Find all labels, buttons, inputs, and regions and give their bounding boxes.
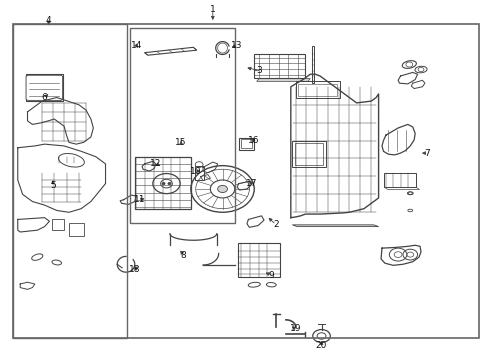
- Polygon shape: [311, 45, 314, 83]
- Text: 13: 13: [231, 41, 243, 50]
- Ellipse shape: [217, 43, 227, 53]
- Text: 4: 4: [45, 16, 51, 25]
- Text: 8: 8: [180, 251, 186, 260]
- Circle shape: [162, 183, 164, 185]
- Text: 16: 16: [247, 136, 259, 145]
- Text: 3: 3: [256, 66, 262, 75]
- Polygon shape: [144, 47, 196, 55]
- Text: 7: 7: [424, 149, 429, 158]
- Text: 18: 18: [129, 265, 140, 274]
- Bar: [292, 140, 326, 167]
- Bar: [254, 54, 305, 78]
- Text: 2: 2: [273, 220, 279, 229]
- Bar: [135, 157, 190, 209]
- Bar: [13, 24, 478, 338]
- Bar: [26, 74, 62, 101]
- Text: 5: 5: [50, 181, 56, 190]
- Text: 9: 9: [268, 270, 274, 279]
- Bar: [238, 243, 279, 277]
- Text: 6: 6: [41, 93, 47, 102]
- Polygon shape: [120, 195, 136, 204]
- Text: 11: 11: [134, 195, 145, 204]
- Text: 19: 19: [289, 324, 301, 333]
- Text: 1: 1: [209, 5, 215, 14]
- Text: 10: 10: [190, 167, 201, 176]
- Bar: [240, 139, 252, 148]
- Bar: [295, 81, 339, 98]
- Text: 15: 15: [175, 138, 186, 147]
- Bar: [194, 166, 203, 180]
- Polygon shape: [256, 78, 310, 81]
- Polygon shape: [292, 225, 378, 226]
- Text: 12: 12: [150, 159, 161, 168]
- Bar: [69, 223, 83, 235]
- Text: 20: 20: [315, 341, 326, 350]
- Circle shape: [167, 183, 170, 185]
- Bar: [52, 220, 64, 230]
- Circle shape: [217, 185, 227, 193]
- Bar: [13, 24, 127, 338]
- Bar: [238, 138, 254, 149]
- FancyBboxPatch shape: [26, 75, 62, 100]
- Bar: [130, 28, 234, 223]
- Bar: [384, 173, 415, 187]
- Text: 17: 17: [245, 179, 257, 188]
- Text: 14: 14: [130, 41, 142, 50]
- Bar: [295, 143, 323, 165]
- Bar: [298, 84, 336, 96]
